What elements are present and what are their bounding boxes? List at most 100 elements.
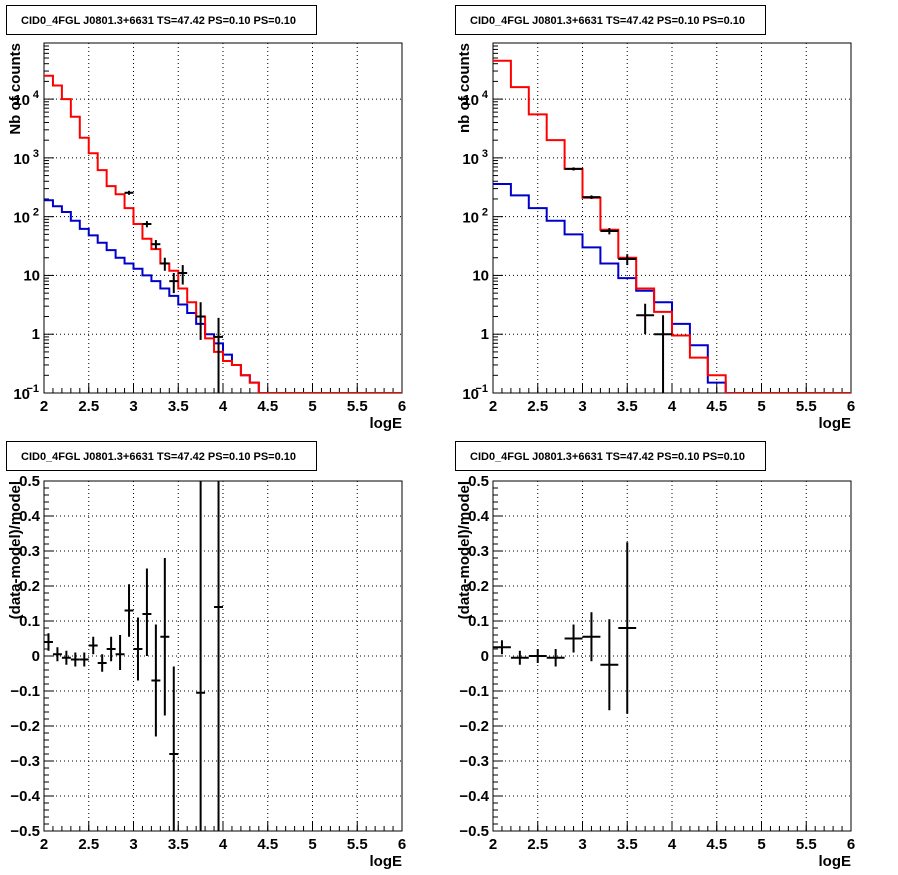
x-axis-label: logE: [370, 853, 403, 870]
x-tick-label: 6: [398, 398, 406, 415]
data-point: [61, 650, 71, 665]
data-point: [178, 265, 188, 285]
y-tick-label: 10: [23, 267, 40, 284]
y-tick-exponent: 3: [482, 148, 488, 160]
panel-title-4: CID0_4FGL J0801.3+6631 TS=47.42 PS=0.10 …: [455, 441, 766, 471]
x-tick-label: 2: [489, 836, 497, 853]
data-point: [142, 221, 152, 228]
y-tick-label: −0.2: [459, 718, 489, 735]
x-tick-label: 3.5: [617, 398, 638, 415]
y-tick-label: 0.1: [19, 613, 40, 630]
y-tick-exponent: 2: [482, 207, 488, 219]
data-point: [600, 619, 619, 711]
y-tick-exponent: 3: [33, 148, 39, 160]
data-point: [582, 612, 601, 662]
y-tick-label: 10: [462, 386, 479, 403]
y-tick-label: 1: [32, 326, 40, 343]
x-tick-label: 2: [40, 836, 48, 853]
y-tick-exponent: 2: [33, 207, 39, 219]
data-point: [151, 240, 161, 250]
y-tick-label: −0.1: [459, 683, 489, 700]
x-tick-label: 3.5: [168, 398, 189, 415]
y-tick-label: −0.3: [459, 753, 489, 770]
series-line-2: [493, 182, 851, 393]
y-tick-label: 0.3: [19, 543, 40, 560]
x-tick-label: 3.5: [617, 836, 638, 853]
data-point: [564, 167, 583, 171]
y-tick-label: 0.5: [468, 473, 489, 490]
data-point: [169, 666, 179, 831]
data-point: [636, 303, 655, 335]
y-tick-label: 10: [462, 92, 479, 109]
x-tick-label: 5.5: [347, 836, 368, 853]
x-tick-label: 4.5: [706, 836, 727, 853]
y-tick-label: 0.5: [19, 473, 40, 490]
data-point: [106, 636, 116, 662]
x-tick-label: 5.5: [796, 836, 817, 853]
data-point: [160, 257, 170, 271]
y-tick-exponent: −1: [26, 383, 39, 395]
x-tick-label: 6: [398, 836, 406, 853]
x-tick-label: 2.5: [527, 398, 548, 415]
y-tick-label: 0.4: [19, 508, 41, 525]
x-tick-label: 4: [668, 398, 677, 415]
data-point: [214, 317, 223, 393]
panel-title-2: CID0_4FGL J0801.3+6631 TS=47.42 PS=0.10 …: [455, 5, 766, 35]
panel-3: 2 2.5 3 3.5 4 4.5 5 5.5 6 −0.5 −0.4 −0.3 −0.2 −0.1 0 0.…: [7, 473, 406, 870]
data-point: [79, 652, 89, 667]
data-point: [52, 647, 62, 662]
x-tick-label: 6: [847, 836, 855, 853]
y-tick-label: 0.2: [468, 578, 489, 595]
y-tick-exponent: 4: [482, 89, 489, 101]
y-tick-label: 1: [481, 326, 489, 343]
data-point: [115, 635, 125, 670]
series-line-1: [493, 59, 851, 393]
y-tick-label: 0.2: [19, 578, 40, 595]
y-tick-label: −0.4: [459, 788, 489, 805]
x-tick-label: 2.5: [78, 836, 99, 853]
data-point: [196, 302, 206, 340]
data-point: [618, 542, 637, 714]
data-point: [142, 568, 152, 656]
x-tick-label: 3.5: [168, 836, 189, 853]
y-tick-label: 0: [481, 648, 489, 665]
y-tick-label: 0: [32, 648, 40, 665]
x-tick-label: 2.5: [78, 398, 99, 415]
data-point: [151, 624, 161, 737]
y-tick-label: −0.2: [10, 718, 40, 735]
data-point: [124, 584, 134, 637]
data-point: [88, 636, 98, 655]
y-tick-label: 10: [472, 267, 489, 284]
x-tick-label: 5.5: [347, 398, 368, 415]
x-tick-label: 4: [668, 836, 677, 853]
x-tick-label: 5: [757, 836, 765, 853]
panel-title-1: CID0_4FGL J0801.3+6631 TS=47.42 PS=0.10 …: [6, 5, 317, 35]
data-point: [169, 273, 179, 294]
data-point: [546, 649, 565, 667]
data-point: [133, 617, 143, 681]
x-tick-label: 2: [489, 398, 497, 415]
x-tick-label: 5: [308, 836, 316, 853]
data-point: [70, 652, 80, 667]
x-tick-label: 4.5: [706, 398, 727, 415]
x-tick-label: 6: [847, 398, 855, 415]
y-tick-label: −0.5: [459, 823, 489, 840]
y-tick-label: 10: [13, 92, 30, 109]
panel-4: 2 2.5 3 3.5 4 4.5 5 5.5 6 −0.5 −0.4 −0.3 −0.2 −0.1 0 0.…: [456, 473, 855, 870]
x-tick-label: 5: [308, 398, 316, 415]
data-point: [160, 558, 170, 716]
x-tick-label: 3: [578, 836, 586, 853]
x-tick-label: 4: [219, 836, 228, 853]
x-tick-label: 5: [757, 398, 765, 415]
y-tick-exponent: 4: [33, 89, 40, 101]
x-tick-label: 3: [578, 398, 586, 415]
data-point: [618, 254, 637, 266]
y-tick-label: 10: [13, 210, 30, 227]
x-tick-label: 3: [129, 836, 137, 853]
x-axis-label: logE: [819, 853, 852, 870]
y-axis-label: Nb of counts: [7, 43, 24, 135]
x-axis-label: logE: [370, 415, 403, 432]
